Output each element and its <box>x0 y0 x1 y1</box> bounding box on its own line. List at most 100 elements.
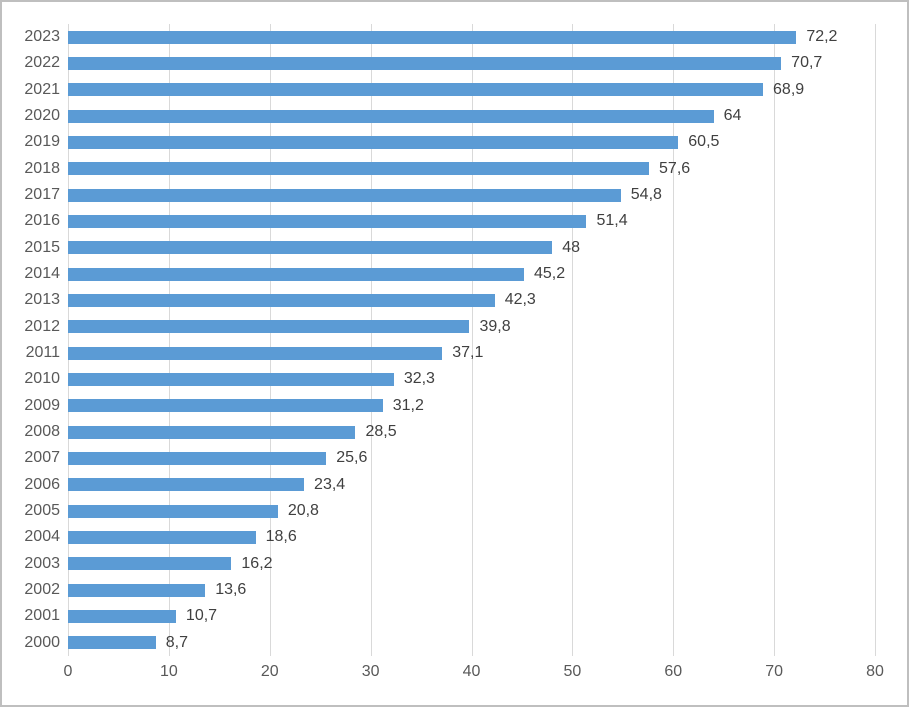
bar-row: 28,5 <box>68 419 875 445</box>
data-label: 20,8 <box>287 502 319 520</box>
data-label: 10,7 <box>185 607 218 625</box>
bar-2008 <box>68 425 356 439</box>
gridline <box>471 24 473 656</box>
category-label: 2001 <box>24 607 60 625</box>
bar-row: 32,3 <box>68 366 875 392</box>
bar-2013 <box>68 293 495 307</box>
bar-2022 <box>68 56 782 70</box>
gridline <box>269 24 271 656</box>
bar-row: 57,6 <box>68 156 875 182</box>
bar-2023 <box>68 30 797 44</box>
bar-2021 <box>68 83 764 97</box>
x-axis: 0 10 20 30 40 50 60 70 80 <box>64 662 884 684</box>
category-label: 2023 <box>24 28 60 46</box>
category-label: 2021 <box>24 80 60 98</box>
bar-2009 <box>68 399 383 413</box>
x-tick-label: 70 <box>765 663 784 680</box>
category-label: 2004 <box>24 528 60 546</box>
bar-row: 45,2 <box>68 261 875 287</box>
gridline <box>774 24 776 656</box>
bar-row: 64 <box>68 103 875 129</box>
bar-2010 <box>68 372 394 386</box>
category-label: 2014 <box>24 265 60 283</box>
bar-row: 25,6 <box>68 445 875 471</box>
x-tick-label: 30 <box>361 663 380 680</box>
bar-2000 <box>68 636 156 650</box>
gridline <box>370 24 372 656</box>
bar-row: 13,6 <box>68 577 875 603</box>
data-label: 72,2 <box>806 28 838 46</box>
bar-row: 42,3 <box>68 287 875 313</box>
bar-row: 60,5 <box>68 129 875 155</box>
x-tick-label: 10 <box>159 663 178 680</box>
bar-row: 70,7 <box>68 50 875 76</box>
bars-layer: 72,2 70,7 68,9 64 60,5 57,6 54,8 51,4 48 45,2 42,3… <box>68 24 875 656</box>
gridline <box>168 24 170 656</box>
bar-row: 48 <box>68 235 875 261</box>
category-axis: 2023 2022 2021 2020 2019 2018 2017 2016 2015 2014… <box>2 24 60 656</box>
category-label: 2009 <box>24 396 60 414</box>
bar-2003 <box>68 557 232 571</box>
bar-2019 <box>68 135 679 149</box>
bar-2016 <box>68 214 587 228</box>
data-label: 64 <box>723 107 742 125</box>
bar-2011 <box>68 346 443 360</box>
gridline <box>572 24 574 656</box>
category-label: 2020 <box>24 107 60 125</box>
bar-row: 37,1 <box>68 340 875 366</box>
bar-row: 51,4 <box>68 208 875 234</box>
data-label: 28,5 <box>365 423 397 441</box>
category-label: 2008 <box>24 423 60 441</box>
data-label: 32,3 <box>403 370 435 388</box>
data-label: 70,7 <box>791 54 823 72</box>
data-label: 13,6 <box>215 581 247 599</box>
category-label: 2015 <box>24 238 60 256</box>
category-label: 2007 <box>24 449 60 467</box>
data-label: 51,4 <box>596 212 628 230</box>
bar-row: 39,8 <box>68 314 875 340</box>
bar-row: 54,8 <box>68 182 875 208</box>
category-label: 2002 <box>24 581 60 599</box>
x-tick-label: 80 <box>866 663 884 680</box>
data-label: 60,5 <box>688 133 720 151</box>
data-label: 54,8 <box>630 186 662 204</box>
gridlines-layer <box>68 24 876 656</box>
category-label: 2011 <box>25 344 60 362</box>
category-label: 2013 <box>24 291 60 309</box>
bar-row: 18,6 <box>68 524 875 550</box>
x-tick-label: 40 <box>462 663 481 680</box>
bar-row: 31,2 <box>68 393 875 419</box>
data-label: 23,4 <box>314 475 346 493</box>
bar-row: 23,4 <box>68 472 875 498</box>
plot-area: 72,2 70,7 68,9 64 60,5 57,6 54,8 51,4 48 45,2 42,3… <box>68 24 876 656</box>
bar-2007 <box>68 451 327 465</box>
x-tick-label: 50 <box>563 663 582 680</box>
x-tick-label: 20 <box>260 663 279 680</box>
bar-row: 72,2 <box>68 24 875 50</box>
data-label: 42,3 <box>504 291 536 309</box>
category-label: 2006 <box>24 475 60 493</box>
data-label: 37,1 <box>452 344 484 362</box>
data-label: 48 <box>562 238 580 256</box>
gridline <box>875 24 876 656</box>
bar-2015 <box>68 241 553 255</box>
data-label: 18,6 <box>265 528 297 546</box>
data-label: 39,8 <box>479 317 511 335</box>
gridline <box>673 24 675 656</box>
bar-2002 <box>68 583 206 597</box>
bar-2001 <box>68 609 176 623</box>
bar-2006 <box>68 478 305 492</box>
category-label: 2017 <box>24 186 60 204</box>
bar-2012 <box>68 320 470 334</box>
x-tick-label: 0 <box>63 663 73 680</box>
data-label: 45,2 <box>533 265 566 283</box>
category-label: 2010 <box>24 370 60 388</box>
bar-2020 <box>68 109 714 123</box>
bar-2017 <box>68 188 621 202</box>
category-label: 2018 <box>24 159 60 177</box>
data-label: 25,6 <box>336 449 368 467</box>
data-label: 57,6 <box>659 159 691 177</box>
data-label: 31,2 <box>392 396 424 414</box>
category-label: 2019 <box>24 133 60 151</box>
